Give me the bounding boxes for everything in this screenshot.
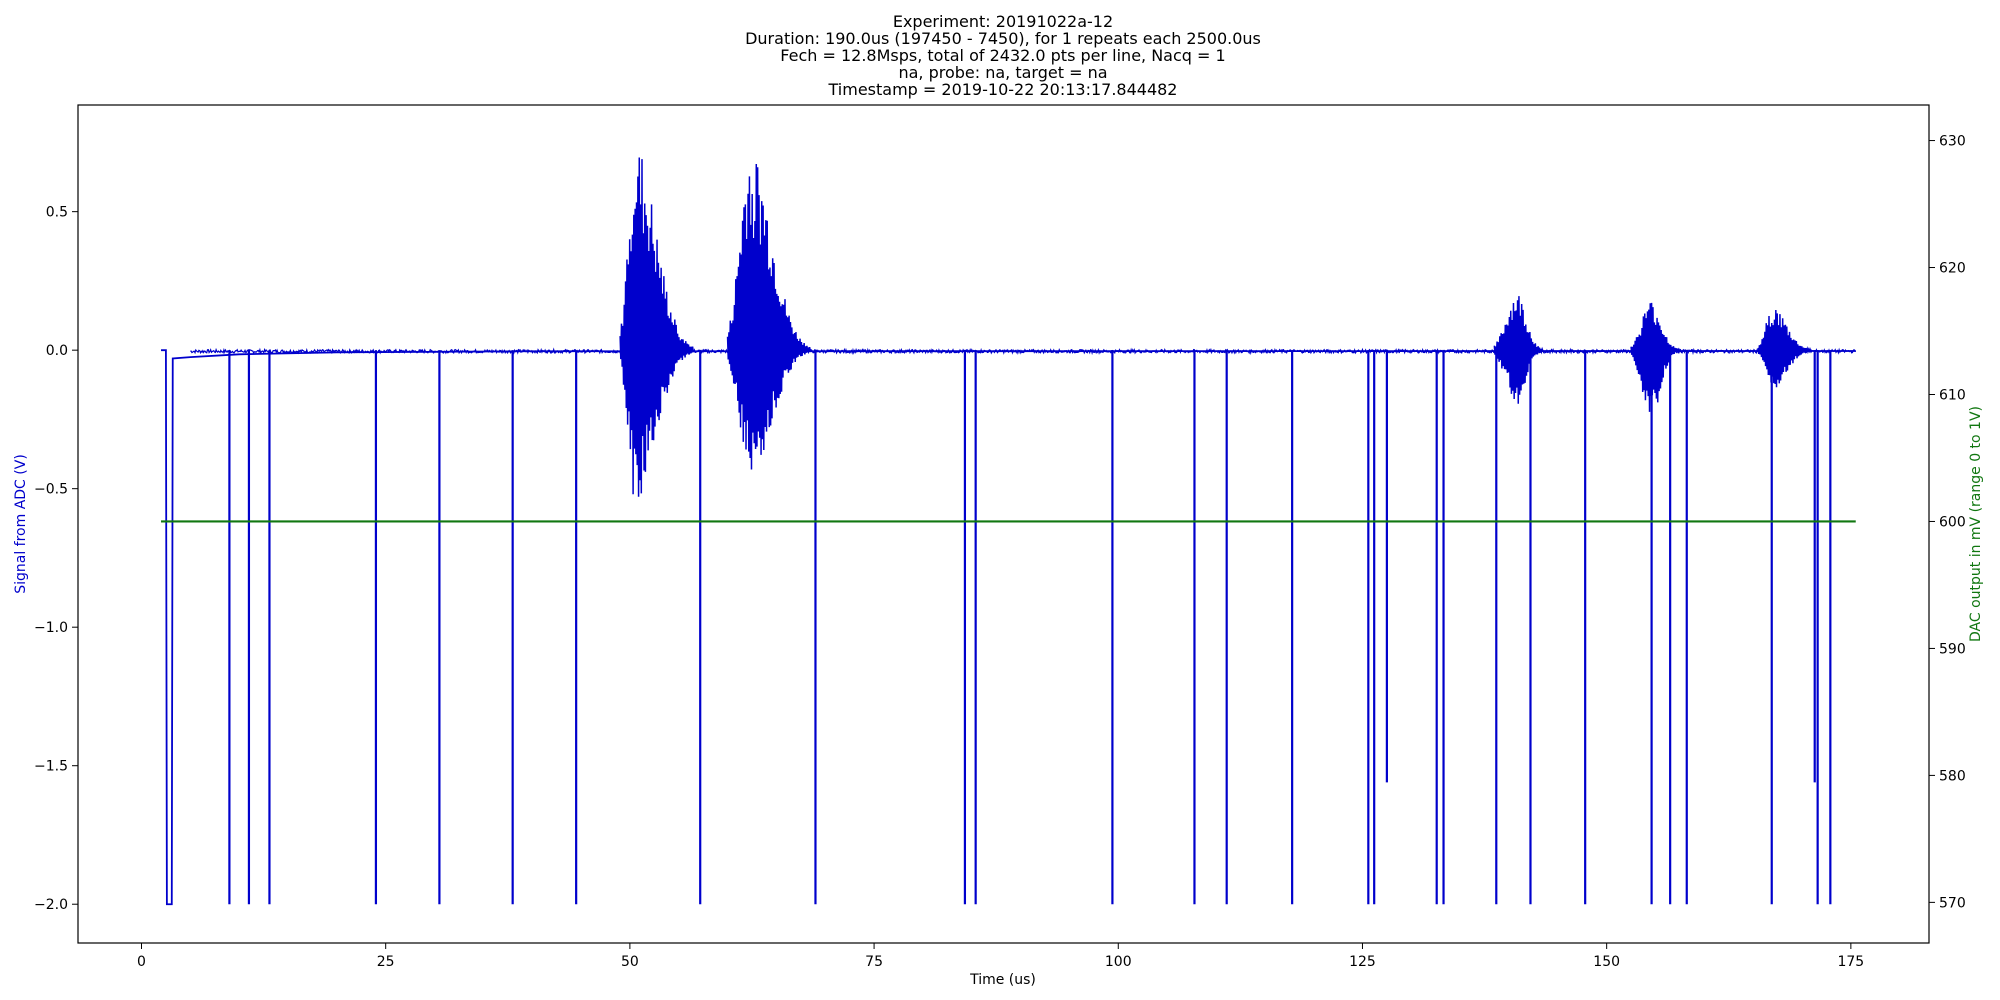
adc-burst	[1630, 302, 1681, 412]
y-axis-right: 570 580 590 600 610 620 630	[1929, 134, 1966, 911]
x-axis: 0 25 50 75 100 125 150 175	[137, 943, 1864, 970]
y-right-tick-label: 590	[1939, 641, 1966, 657]
plot-area	[161, 157, 1857, 906]
y-right-tick-label: 580	[1939, 768, 1966, 784]
title-line-1: Experiment: 20191022a-12	[893, 12, 1113, 31]
adc-burst	[619, 157, 695, 497]
title-line-5: Timestamp = 2019-10-22 20:13:17.844482	[828, 80, 1178, 99]
y-left-tick-label: 0.0	[46, 343, 68, 359]
axes-frame	[77, 104, 1930, 944]
x-tick-label: 25	[377, 954, 395, 970]
y-right-tick-label: 620	[1939, 261, 1966, 277]
y-axis-left: −2.0 −1.5 −1.0 −0.5 0.0 0.5	[34, 205, 78, 913]
x-tick-label: 100	[1105, 954, 1132, 970]
y-left-tick-label: −2.0	[34, 897, 68, 913]
adc-signal-series	[161, 157, 1857, 906]
y-left-tick-label: −1.5	[34, 759, 68, 775]
title-line-4: na, probe: na, target = na	[898, 63, 1107, 82]
y-left-tick-label: −1.0	[34, 620, 68, 636]
title-line-2: Duration: 190.0us (197450 - 7450), for 1…	[745, 29, 1261, 48]
x-tick-label: 125	[1349, 954, 1376, 970]
y-axis-right-label: DAC output in mV (range 0 to 1V)	[1968, 406, 1984, 642]
adc-noise-trace	[190, 347, 1857, 356]
title-line-3: Fech = 12.8Msps, total of 2432.0 pts per…	[780, 46, 1225, 65]
x-tick-label: 75	[865, 954, 883, 970]
chart-title: Experiment: 20191022a-12 Duration: 190.0…	[745, 12, 1261, 99]
y-right-tick-label: 610	[1939, 387, 1966, 403]
y-left-tick-label: 0.5	[46, 205, 68, 221]
x-axis-label: Time (us)	[969, 972, 1036, 988]
adc-burst	[1757, 310, 1813, 388]
adc-burst	[726, 163, 812, 470]
adc-burst	[1493, 296, 1544, 404]
x-tick-label: 0	[137, 954, 146, 970]
y-axis-left-label: Signal from ADC (V)	[13, 454, 29, 594]
y-right-tick-label: 570	[1939, 895, 1966, 911]
x-tick-label: 150	[1593, 954, 1620, 970]
y-right-tick-label: 630	[1939, 134, 1966, 150]
x-tick-label: 50	[621, 954, 639, 970]
y-left-tick-label: −0.5	[34, 482, 68, 498]
x-tick-label: 175	[1837, 954, 1864, 970]
y-right-tick-label: 600	[1939, 514, 1966, 530]
